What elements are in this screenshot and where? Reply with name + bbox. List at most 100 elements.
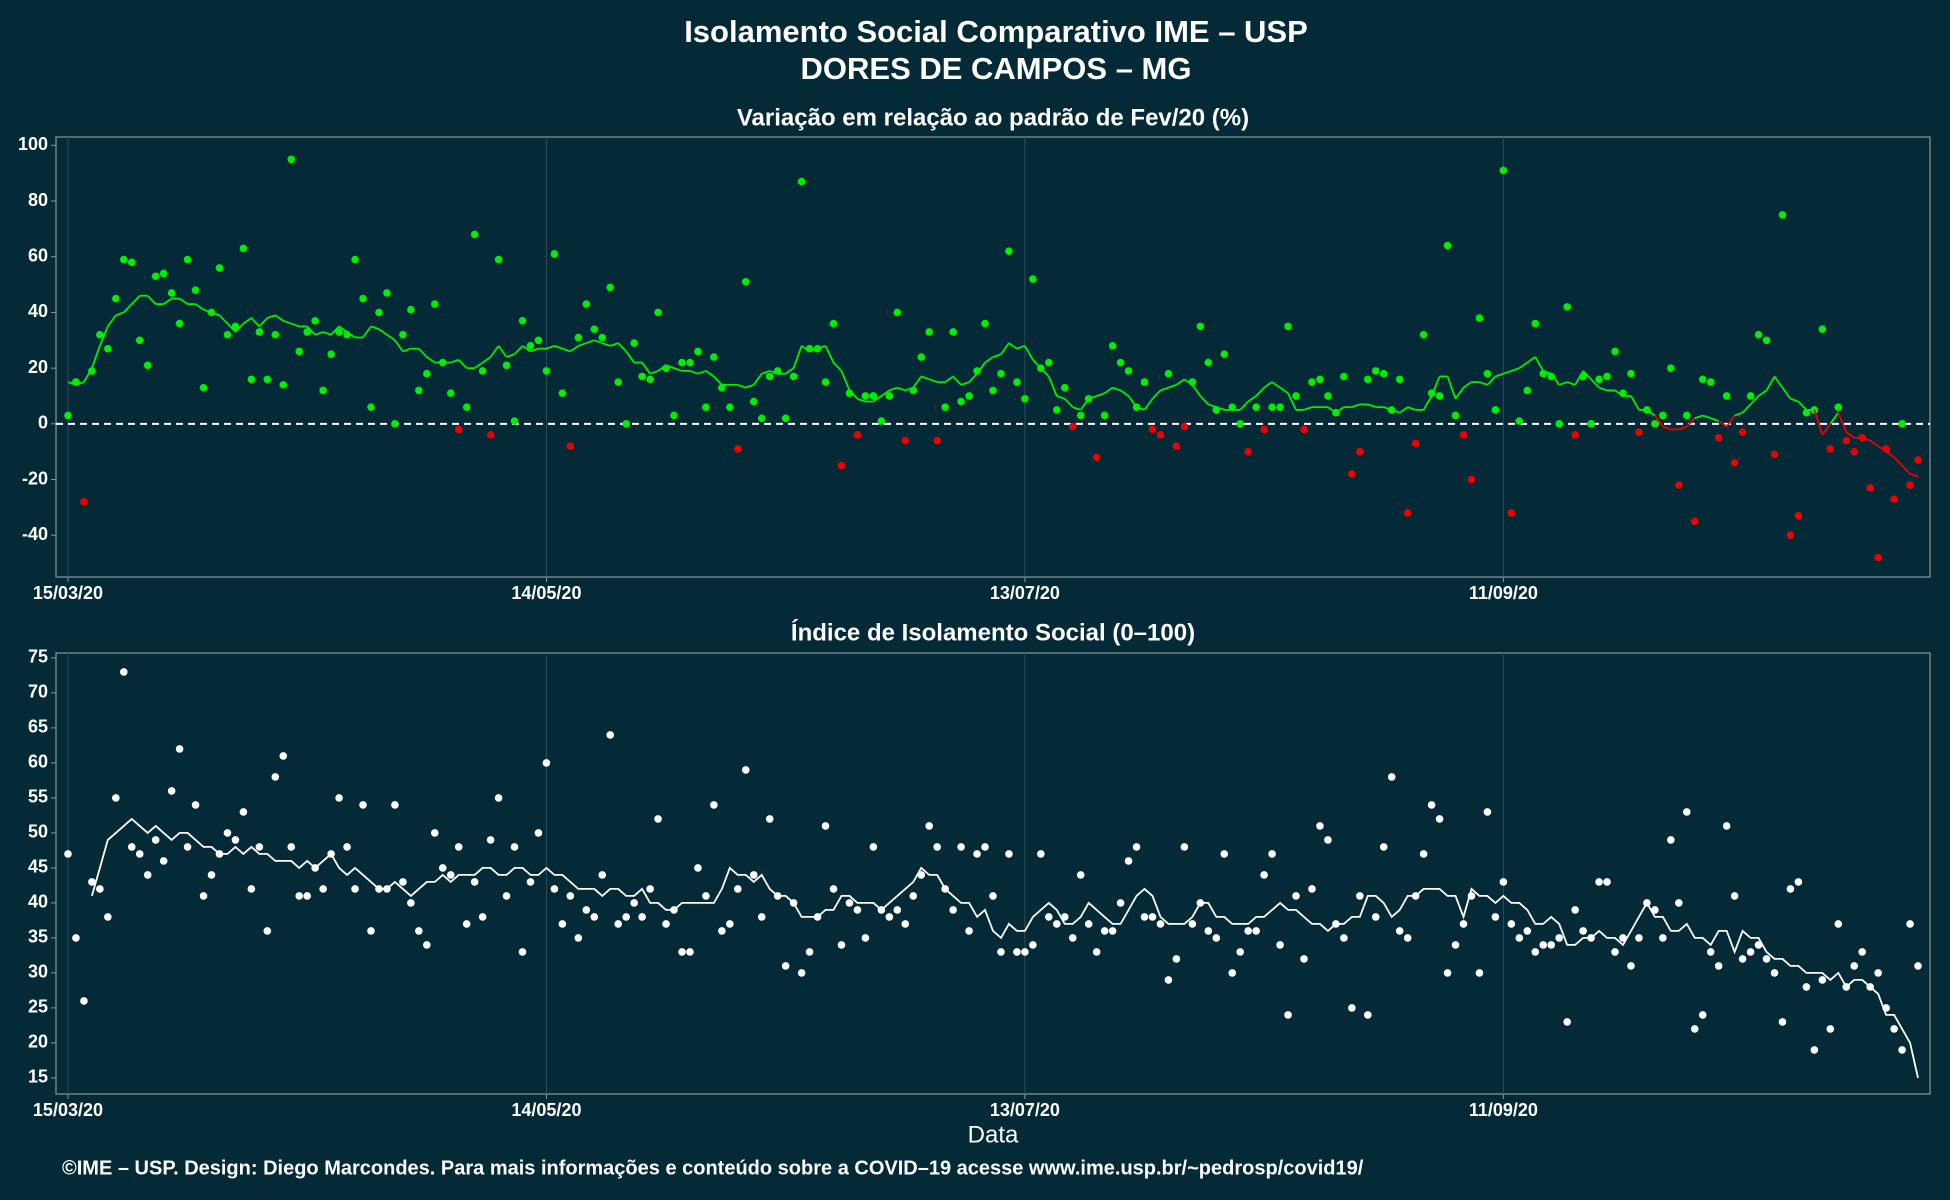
- data-point: [853, 906, 862, 914]
- data-point: [1682, 411, 1691, 420]
- data-point: [191, 801, 200, 809]
- chart-title: Variação em relação ao padrão de Fev/20 …: [737, 104, 1249, 131]
- data-point: [1531, 948, 1540, 956]
- trend-segment: [226, 322, 237, 333]
- data-point: [1659, 411, 1667, 420]
- data-point: [231, 322, 240, 331]
- data-point: [127, 843, 136, 851]
- trend-segment: [785, 367, 795, 375]
- data-point: [590, 325, 599, 333]
- data-point: [710, 801, 718, 809]
- trend-segment: [673, 367, 683, 372]
- data-point: [686, 358, 694, 367]
- data-point: [96, 885, 104, 893]
- trend-segment: [1079, 398, 1090, 411]
- data-point: [829, 885, 838, 893]
- trend-segment: [1885, 450, 1895, 458]
- trend-segment: [745, 383, 755, 389]
- data-point: [319, 386, 327, 395]
- data-point: [183, 843, 192, 851]
- trend-segment: [1208, 403, 1217, 408]
- data-point: [566, 442, 575, 450]
- trend-segment: [625, 350, 635, 364]
- trend-segment: [817, 345, 826, 350]
- data-point: [630, 899, 638, 907]
- data-point: [1523, 386, 1532, 395]
- data-point: [80, 997, 88, 1005]
- trend-segment: [1630, 395, 1640, 411]
- trend-segment: [338, 325, 348, 333]
- trend-segment: [649, 370, 659, 375]
- data-point: [359, 294, 367, 303]
- data-point: [1236, 948, 1245, 956]
- trend-segment: [163, 297, 173, 305]
- data-point: [837, 461, 846, 470]
- data-point: [311, 316, 319, 325]
- data-point: [901, 436, 910, 445]
- data-point: [1778, 211, 1787, 219]
- data-point: [1148, 913, 1157, 921]
- data-point: [1371, 367, 1380, 375]
- trend-segment: [1454, 387, 1465, 400]
- trend-segment: [601, 342, 611, 347]
- data-point: [702, 892, 710, 900]
- data-point: [1379, 843, 1388, 851]
- data-point: [135, 336, 144, 345]
- data-point: [1587, 420, 1595, 428]
- data-point: [423, 941, 431, 949]
- data-point: [1005, 247, 1013, 255]
- data-point: [781, 414, 790, 423]
- trend-segment: [1407, 406, 1416, 411]
- trend-segment: [513, 345, 524, 355]
- trend-segment: [809, 347, 818, 353]
- data-point: [893, 308, 902, 317]
- data-point: [207, 871, 216, 879]
- data-point: [1124, 857, 1133, 865]
- trend-segment: [713, 375, 723, 386]
- data-point: [949, 328, 957, 336]
- data-point: [1092, 948, 1101, 956]
- data-point: [454, 843, 463, 851]
- trend-segment: [330, 325, 340, 336]
- data-point: [973, 367, 981, 375]
- data-point: [885, 392, 894, 400]
- trend-segment: [1199, 395, 1209, 405]
- trend-segment: [362, 325, 372, 339]
- data-point: [319, 885, 327, 893]
- data-point: [295, 347, 304, 356]
- trend-segment: [1813, 409, 1824, 436]
- data-point: [407, 305, 415, 314]
- trend-segment: [418, 348, 428, 358]
- trend-segment: [1247, 395, 1257, 403]
- data-point: [1754, 330, 1763, 339]
- trend-segment: [506, 353, 515, 358]
- data-point: [1140, 913, 1149, 921]
- data-point: [1890, 1025, 1898, 1033]
- data-point: [574, 333, 583, 342]
- data-point: [1037, 850, 1045, 858]
- data-point: [1236, 420, 1245, 428]
- trend-segment: [1160, 386, 1169, 392]
- data-point: [1132, 843, 1141, 851]
- trend-segment: [1503, 370, 1512, 375]
- trend-segment: [1877, 445, 1887, 453]
- trend-segment: [1741, 403, 1752, 414]
- data-point: [550, 885, 559, 893]
- data-point: [1100, 411, 1109, 420]
- data-point: [303, 328, 311, 336]
- data-point: [1491, 406, 1500, 414]
- y-tick-label: 55: [28, 787, 48, 807]
- data-point: [1507, 920, 1516, 928]
- data-point: [1348, 470, 1356, 478]
- data-point: [247, 885, 256, 893]
- trend-segment: [1614, 389, 1624, 397]
- trend-segment: [952, 375, 962, 386]
- data-point: [869, 843, 878, 851]
- data-point: [175, 745, 184, 753]
- data-point: [789, 372, 798, 381]
- data-point: [845, 899, 854, 907]
- data-point: [175, 319, 184, 328]
- data-point: [1818, 976, 1827, 984]
- y-tick-label: -20: [22, 468, 48, 488]
